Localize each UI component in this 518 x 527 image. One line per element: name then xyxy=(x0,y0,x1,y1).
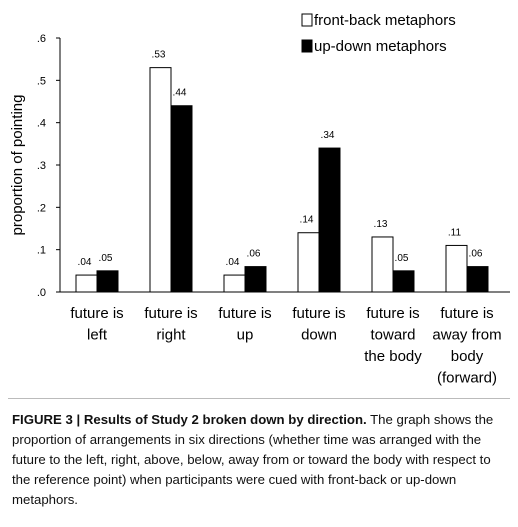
x-tick-label-line: right xyxy=(156,327,186,344)
x-tick-label-line: left xyxy=(87,327,108,344)
x-tick-label-line: (forward) xyxy=(437,370,497,387)
legend-swatch xyxy=(301,39,313,53)
bar xyxy=(297,232,320,293)
x-tick-label: future is up xyxy=(218,305,271,344)
value-label: .13 xyxy=(374,219,388,230)
value-label: .14 xyxy=(300,215,314,226)
x-tick-label-line: future is xyxy=(144,305,197,322)
y-tick-label: .5 xyxy=(37,75,46,87)
caption-text: The graph shows the proportion of arrang… xyxy=(12,412,494,507)
x-tick-label-line: up xyxy=(237,327,254,344)
bar xyxy=(96,270,119,293)
value-label: .34 xyxy=(321,130,335,141)
x-tick-label: future is left xyxy=(70,305,123,344)
value-label: .05 xyxy=(395,253,409,264)
x-tick-label-line: away from xyxy=(432,327,501,344)
bar xyxy=(466,266,489,293)
y-tick-label: .3 xyxy=(37,160,46,172)
x-tick-label: future is toward the body xyxy=(364,305,422,365)
x-tick-label: future is away from body (forward) xyxy=(432,305,501,387)
bar xyxy=(244,266,267,293)
value-label: .04 xyxy=(78,257,92,268)
x-tick-label-line: future is xyxy=(70,305,123,322)
y-tick-label: .1 xyxy=(37,245,46,257)
bar xyxy=(170,105,193,293)
value-label: .44 xyxy=(173,88,187,99)
legend-label: up-down metaphors xyxy=(314,38,447,55)
x-tick-label-line: future is xyxy=(440,305,493,322)
caption: FIGURE 3 | Results of Study 2 broken dow… xyxy=(12,410,508,510)
x-tick-label-line: toward xyxy=(370,327,415,344)
x-tick-label-line: future is xyxy=(218,305,271,322)
value-label: .04 xyxy=(226,257,240,268)
y-tick-label: .6 xyxy=(37,33,46,45)
y-tick-label: .2 xyxy=(37,202,46,214)
bar xyxy=(75,274,98,293)
x-tick-label-line: future is xyxy=(366,305,419,322)
legend-label: front-back metaphors xyxy=(314,12,456,29)
bar xyxy=(371,236,394,293)
bar xyxy=(223,274,246,293)
x-tick-label: future is down xyxy=(292,305,345,344)
value-label: .06 xyxy=(247,249,261,260)
x-tick-label-line: down xyxy=(301,327,337,344)
y-axis-label: proportion of pointing xyxy=(9,95,26,236)
bar xyxy=(392,270,415,293)
value-label: .06 xyxy=(469,249,483,260)
value-label: .11 xyxy=(448,227,462,238)
legend-swatch xyxy=(301,13,313,27)
bar xyxy=(318,147,341,293)
y-tick-label: .4 xyxy=(37,118,46,130)
bar xyxy=(445,244,468,293)
x-tick-label-line: body xyxy=(451,348,484,365)
value-label: .53 xyxy=(152,50,166,61)
chart: proportion of pointing .0 .1 .2 .3 .4 .5 .6 fut… xyxy=(9,12,510,387)
separator xyxy=(8,398,510,399)
x-tick-label-line: the body xyxy=(364,348,422,365)
x-tick-label-line: future is xyxy=(292,305,345,322)
caption-label: FIGURE 3 | Results of Study 2 broken dow… xyxy=(12,412,367,427)
bar xyxy=(149,67,172,293)
x-tick-label: future is right xyxy=(144,305,197,344)
value-label: .05 xyxy=(99,253,113,264)
y-tick-label: .0 xyxy=(37,287,46,299)
